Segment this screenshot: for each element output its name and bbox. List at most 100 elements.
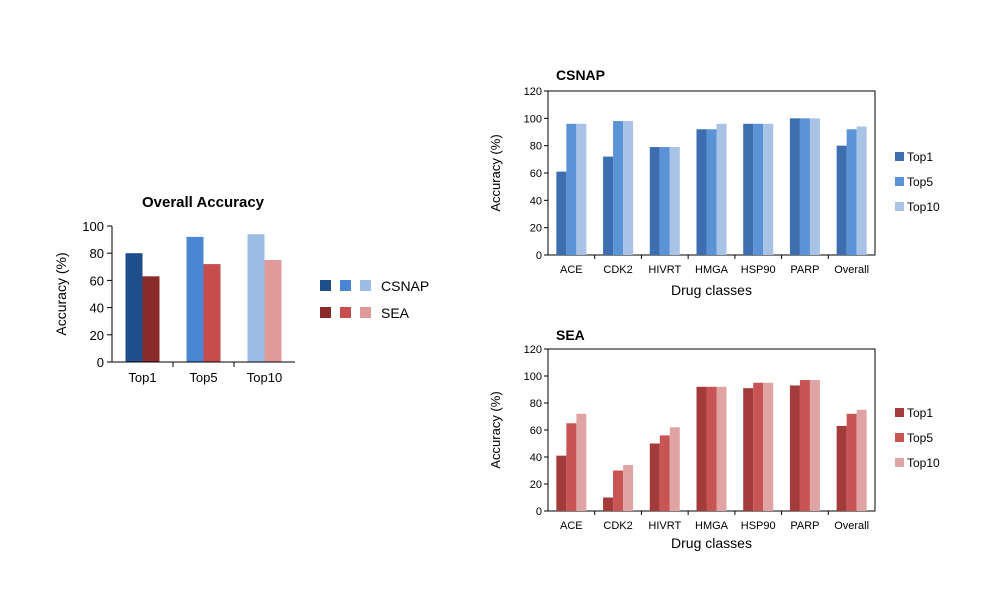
bar-top1-ace — [556, 455, 567, 511]
bar-top1-parp — [789, 385, 800, 511]
y-tick-label: 100 — [524, 371, 542, 383]
legend-swatch — [895, 408, 904, 417]
y-tick-label: 80 — [530, 398, 542, 410]
legend-swatch — [895, 202, 904, 211]
bar-top5-parp — [799, 118, 810, 255]
legend-swatch — [360, 280, 371, 291]
legend-label: Top10 — [907, 200, 940, 214]
chart-title: Overall Accuracy — [142, 194, 265, 211]
bar-top1-overall — [836, 425, 847, 511]
bar-top10-overall — [856, 409, 867, 511]
bar-top1-parp — [789, 118, 800, 255]
legend-label: Top1 — [907, 406, 933, 420]
legend-swatch — [320, 280, 331, 291]
chart-title: SEA — [556, 327, 585, 343]
bar-sea-top5 — [203, 264, 221, 362]
bar-top10-ace — [576, 413, 587, 511]
x-axis-label: Drug classes — [671, 535, 752, 551]
y-tick-label: 0 — [97, 355, 104, 370]
x-tick-label: CDK2 — [603, 264, 632, 276]
y-tick-label: 0 — [536, 506, 542, 518]
bar-top5-ace — [566, 423, 577, 511]
y-tick-label: 20 — [530, 223, 542, 235]
x-tick-label: Top1 — [128, 370, 156, 385]
bar-top1-hmga — [696, 386, 707, 511]
bar-top10-hivrt — [669, 147, 680, 255]
bar-top1-hivrt — [649, 147, 660, 255]
legend-swatch — [895, 433, 904, 442]
y-tick-label: 100 — [82, 219, 104, 234]
legend-swatch — [895, 458, 904, 467]
bar-top10-parp — [809, 380, 820, 511]
bar-csnap-top1 — [125, 253, 143, 362]
legend-label: SEA — [381, 305, 410, 321]
x-tick-label: Overall — [834, 264, 869, 276]
y-tick-label: 100 — [524, 113, 542, 125]
bar-top5-ace — [566, 123, 577, 255]
bar-top5-hmga — [706, 129, 717, 255]
bar-top10-overall — [856, 126, 867, 256]
bar-top10-cdk2 — [623, 121, 634, 255]
bar-top5-hsp90 — [753, 123, 764, 255]
sea-drug-class-chart: SEA Accuracy (%) Drug classes 0 20 40 60 80 100 1… — [488, 327, 940, 551]
bar-top5-hsp90 — [753, 382, 764, 511]
y-tick-label: 60 — [530, 168, 542, 180]
y-tick-label: 20 — [90, 328, 104, 343]
y-axis-label: Accuracy (%) — [488, 134, 503, 211]
bar-top10-hmga — [716, 386, 727, 511]
x-tick-label: HMGA — [695, 520, 729, 532]
x-tick-label: HMGA — [695, 264, 729, 276]
legend-label: Top5 — [907, 431, 933, 445]
bar-top1-hivrt — [649, 443, 660, 511]
x-tick-label: ACE — [560, 520, 583, 532]
x-tick-label: PARP — [790, 264, 819, 276]
bar-sea-top10 — [264, 260, 282, 362]
y-axis-label: Accuracy (%) — [488, 391, 503, 468]
bar-top10-hivrt — [669, 427, 680, 511]
bar-top10-hmga — [716, 123, 727, 255]
bar-top10-parp — [809, 118, 820, 255]
x-tick-label: HIVRT — [648, 264, 681, 276]
y-tick-label: 40 — [530, 195, 542, 207]
y-tick-label: 60 — [530, 425, 542, 437]
legend-label: Top1 — [907, 150, 933, 164]
legend-swatch — [895, 152, 904, 161]
y-tick-label: 80 — [530, 141, 542, 153]
bar-top1-hsp90 — [743, 123, 754, 255]
y-tick-label: 120 — [524, 344, 542, 356]
x-tick-label: ACE — [560, 264, 583, 276]
x-tick-label: PARP — [790, 520, 819, 532]
legend-label: CSNAP — [381, 278, 429, 294]
y-tick-label: 80 — [90, 246, 104, 261]
bar-top5-hivrt — [659, 435, 670, 511]
bar-top10-cdk2 — [623, 465, 634, 511]
overall-accuracy-chart: Overall Accuracy Accuracy (%) 0 20 40 60 80 100… — [53, 194, 429, 385]
x-tick-label: CDK2 — [603, 520, 632, 532]
legend-label: Top5 — [907, 175, 933, 189]
bar-top5-cdk2 — [613, 121, 624, 255]
bar-top1-cdk2 — [603, 156, 614, 255]
y-axis-label: Accuracy (%) — [53, 252, 69, 335]
y-tick-label: 120 — [524, 86, 542, 98]
bar-top5-parp — [799, 380, 810, 511]
y-tick-label: 40 — [90, 301, 104, 316]
bar-top1-cdk2 — [603, 497, 614, 511]
bar-top10-ace — [576, 123, 587, 255]
legend-swatch — [360, 307, 371, 318]
x-axis-label: Drug classes — [671, 282, 752, 298]
x-tick-label: Top10 — [247, 370, 282, 385]
legend-swatch — [340, 280, 351, 291]
legend-swatch — [320, 307, 331, 318]
y-tick-label: 40 — [530, 452, 542, 464]
bar-csnap-top10 — [247, 234, 265, 362]
y-tick-label: 0 — [536, 250, 542, 262]
x-tick-label: Overall — [834, 520, 869, 532]
bar-top5-hmga — [706, 386, 717, 511]
csnap-drug-class-chart: CSNAP Accuracy (%) Drug classes 0 20 40 60 80 10… — [488, 67, 940, 298]
bar-csnap-top5 — [186, 236, 204, 362]
x-tick-label: Top5 — [189, 370, 217, 385]
bar-top5-overall — [846, 413, 857, 511]
bar-top1-hmga — [696, 129, 707, 255]
bar-top5-hivrt — [659, 147, 670, 255]
